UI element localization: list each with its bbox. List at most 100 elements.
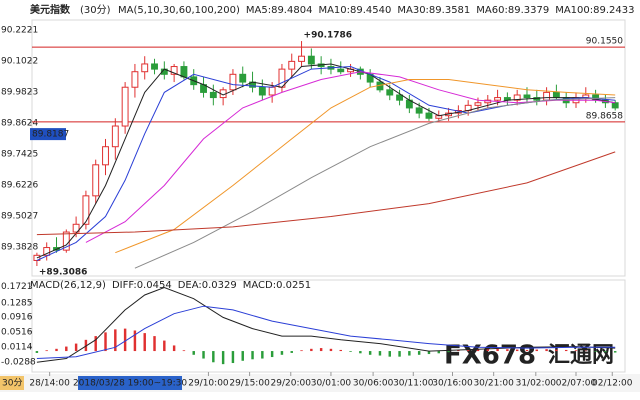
- macd-bar: [300, 350, 303, 352]
- macd-bar: [613, 351, 617, 353]
- macd-bar: [261, 351, 264, 359]
- macd-bar: [437, 351, 440, 354]
- y-tick-label: 89.5027: [1, 211, 38, 221]
- candle-body: [494, 97, 502, 101]
- macd-bar: [212, 351, 215, 363]
- x-tick-label: 29/20:00: [271, 379, 312, 389]
- x-tick-label: 29/10:00: [188, 379, 229, 389]
- y-tick-label: -0.0288: [1, 357, 36, 367]
- y-tick-label: 0.0916: [1, 312, 33, 322]
- macd-bar: [545, 349, 548, 352]
- candle-body: [337, 68, 345, 73]
- legend-title: MA(5,10,30,60,100,200): [118, 5, 240, 16]
- macd-bar: [192, 351, 195, 355]
- candle-body: [121, 86, 129, 127]
- candle-body: [288, 60, 296, 70]
- macd-bar: [417, 351, 421, 355]
- main-panel: [31, 19, 626, 277]
- macd-bar: [270, 351, 274, 358]
- x-tick-label: 30/21:00: [473, 379, 514, 389]
- candle-body: [111, 125, 119, 148]
- x-tick-label: 30/06:00: [353, 379, 394, 389]
- macd-bar: [55, 348, 58, 352]
- x-tick-label: 30/11:00: [393, 379, 434, 389]
- x-tick-label: 31/02:00: [516, 379, 557, 389]
- legend-entry: DIFF:0.0454: [112, 280, 172, 291]
- candle-body: [92, 164, 100, 197]
- macd-panel: [31, 279, 626, 373]
- macd-bar: [555, 349, 558, 352]
- ma-line: [115, 79, 616, 254]
- macd-bar: [182, 350, 186, 352]
- candle-body: [72, 223, 80, 233]
- y-tick-label: 90.1022: [1, 56, 38, 66]
- macd-bar: [574, 350, 578, 352]
- candle-body: [43, 247, 51, 256]
- extreme-label: +90.1786: [304, 31, 353, 41]
- extreme-label: +89.3086: [39, 268, 88, 278]
- x-tick-label: 02/12:00: [592, 379, 633, 389]
- macd-bar: [104, 332, 107, 352]
- legend-entry: MA10:89.4540: [318, 5, 391, 16]
- candle-body: [131, 71, 139, 88]
- candle-body: [82, 195, 90, 225]
- macd-bar: [231, 351, 235, 364]
- x-tick-label: 02/07:00: [556, 379, 597, 389]
- candle-body: [552, 91, 560, 99]
- macd-bar: [408, 351, 411, 356]
- macd-bar: [329, 348, 333, 352]
- macd-bar: [525, 349, 529, 352]
- period-box: [0, 376, 24, 390]
- macd-bar: [486, 348, 490, 352]
- y-tick-label: 89.7425: [1, 149, 38, 159]
- legend-entry: MACD:0.0251: [243, 280, 311, 291]
- macd-bar: [427, 351, 431, 355]
- macd-bar: [457, 350, 460, 352]
- macd-bar: [65, 346, 68, 352]
- x-tick-label: 29/15:00: [229, 379, 270, 389]
- macd-bar: [506, 349, 509, 352]
- macd-bar: [388, 351, 391, 357]
- macd-bar: [241, 351, 244, 361]
- macd-bar: [290, 351, 293, 353]
- candle-body: [386, 89, 394, 96]
- legend-entry: MA100:89.2433: [555, 5, 634, 16]
- candle-body: [425, 112, 433, 119]
- legend-entry: MA30:89.3581: [397, 5, 470, 16]
- ma-line: [36, 286, 616, 363]
- candle-body: [513, 94, 521, 101]
- macd-bar: [378, 351, 382, 356]
- candle-body: [239, 73, 247, 83]
- y-tick-label: 0.0114: [1, 342, 33, 352]
- macd-bar: [594, 351, 597, 352]
- macd-bar: [280, 351, 284, 355]
- macd-bar: [319, 348, 323, 352]
- candle-body: [396, 94, 404, 101]
- macd-bar: [339, 349, 342, 352]
- macd-bar: [447, 351, 450, 353]
- macd-bar: [368, 351, 372, 355]
- macd-bar: [94, 336, 97, 352]
- ma-line: [36, 305, 616, 359]
- ma-line: [36, 151, 616, 236]
- macd-bar: [604, 351, 607, 353]
- legend-title: MACD(26,12,9): [30, 280, 106, 291]
- macd-bar: [251, 351, 254, 360]
- candle-body: [151, 63, 158, 70]
- macd-bar: [143, 333, 146, 352]
- candle-body: [523, 94, 531, 99]
- candle-body: [170, 66, 178, 75]
- macd-bar: [398, 351, 401, 357]
- legend-entry: MA60:89.3379: [476, 5, 549, 16]
- candle-body: [268, 86, 276, 96]
- macd-bar: [535, 349, 539, 352]
- ma-line: [36, 63, 616, 259]
- macd-bar: [45, 350, 48, 352]
- y-tick-label: 90.2221: [1, 25, 38, 35]
- candle-body: [180, 66, 188, 78]
- candle-body: [611, 102, 619, 109]
- price-label-box: [30, 128, 66, 141]
- candle-body: [141, 63, 149, 73]
- candle-body: [298, 55, 305, 62]
- macd-bar: [221, 351, 225, 365]
